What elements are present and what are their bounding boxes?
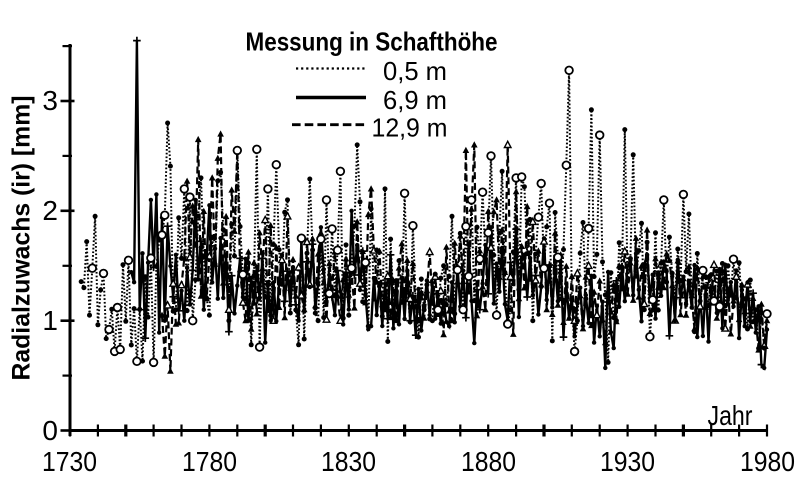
svg-text:6,9 m: 6,9 m xyxy=(383,85,447,115)
svg-text:12,9 m: 12,9 m xyxy=(372,113,448,143)
svg-text:Jahr: Jahr xyxy=(708,400,753,431)
svg-text:1980: 1980 xyxy=(740,446,795,477)
svg-text:Radialzuwachs (ir) [mm]: Radialzuwachs (ir) [mm] xyxy=(8,96,36,381)
svg-text:2: 2 xyxy=(42,195,58,226)
svg-text:1930: 1930 xyxy=(600,446,655,477)
svg-text:1830: 1830 xyxy=(321,446,376,477)
svg-text:1730: 1730 xyxy=(42,446,97,477)
svg-text:3: 3 xyxy=(42,85,58,116)
svg-text:0: 0 xyxy=(42,415,58,446)
svg-text:0,5 m: 0,5 m xyxy=(383,56,447,86)
svg-text:1: 1 xyxy=(42,305,58,336)
svg-text:Messung in Schafthöhe: Messung in Schafthöhe xyxy=(246,27,498,57)
svg-text:1880: 1880 xyxy=(461,446,516,477)
svg-text:1780: 1780 xyxy=(182,446,237,477)
